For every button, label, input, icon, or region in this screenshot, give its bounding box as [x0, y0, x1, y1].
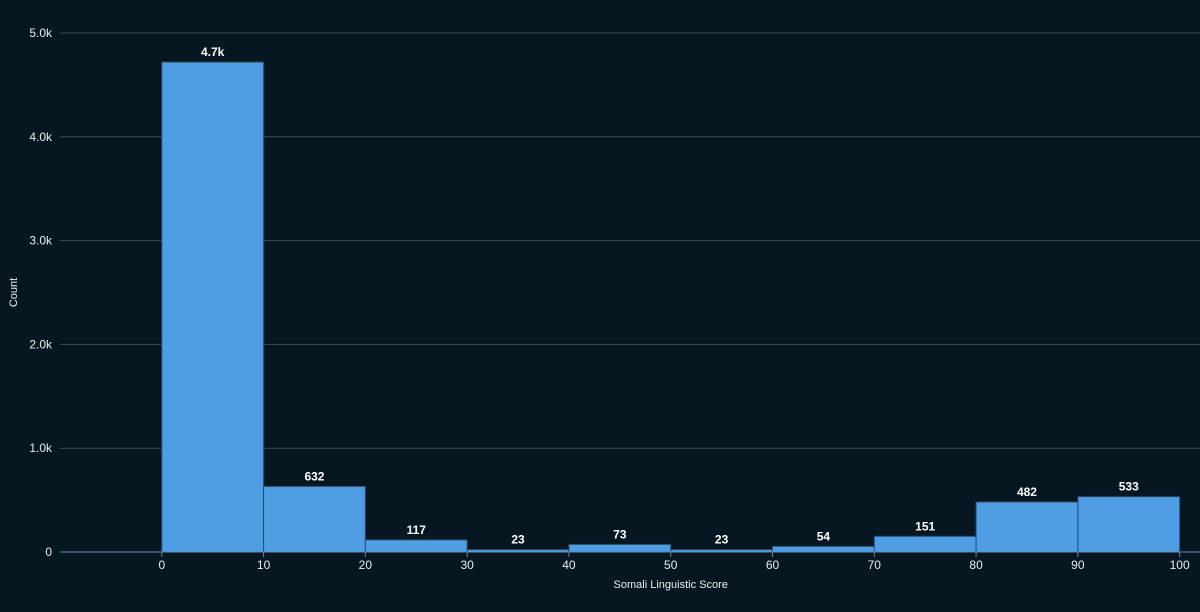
histogram-bar	[568, 543, 672, 553]
y-tick-label: 2.0k	[29, 337, 53, 351]
x-tick-label: 60	[766, 558, 780, 572]
x-tick-label: 40	[562, 558, 576, 572]
bar-value-label: 632	[304, 469, 324, 483]
y-tick-label: 4.0k	[29, 130, 53, 144]
x-tick-label: 20	[359, 558, 373, 572]
x-tick-label: 50	[664, 558, 678, 572]
x-axis-title: Somali Linguistic Score	[614, 579, 728, 591]
y-axis-title: Count	[8, 278, 20, 307]
x-axis-ticks: 0 10 20 30 40 50 60 70 80 90 100	[158, 552, 1190, 572]
data-labels: 4.7k 632 117 23 73 23 54 151 482 533	[201, 45, 1139, 547]
histogram-bar	[364, 539, 468, 553]
x-tick-label: 70	[868, 558, 882, 572]
bar-value-label: 54	[817, 529, 831, 543]
bar-value-label: 533	[1119, 480, 1139, 494]
bar-value-label: 117	[407, 523, 427, 537]
histogram-bar	[1077, 496, 1181, 553]
histogram-bar	[975, 501, 1079, 553]
bars	[161, 61, 1181, 553]
y-axis-ticks: 0 1.0k 2.0k 3.0k 4.0k 5.0k	[29, 26, 53, 559]
bar-value-label: 151	[915, 519, 935, 533]
x-tick-label: 90	[1071, 558, 1085, 572]
bar-value-label: 23	[511, 533, 525, 547]
bar-value-label: 482	[1017, 485, 1037, 499]
bar-value-label: 23	[715, 533, 729, 547]
x-tick-label: 0	[158, 558, 165, 572]
x-tick-label: 10	[257, 558, 271, 572]
y-tick-label: 5.0k	[29, 26, 53, 40]
y-tick-label: 1.0k	[29, 441, 53, 455]
histogram-bar	[263, 485, 366, 553]
bar-value-label: 73	[613, 527, 627, 541]
y-tick-label: 3.0k	[29, 234, 53, 248]
histogram-bar	[161, 61, 265, 553]
x-tick-label: 100	[1170, 558, 1190, 572]
histogram-bar	[873, 535, 977, 553]
y-tick-label: 0	[45, 545, 52, 559]
x-tick-label: 30	[460, 558, 474, 572]
x-tick-label: 80	[969, 558, 983, 572]
bar-value-label: 4.7k	[201, 45, 225, 59]
histogram-bar	[772, 545, 875, 553]
